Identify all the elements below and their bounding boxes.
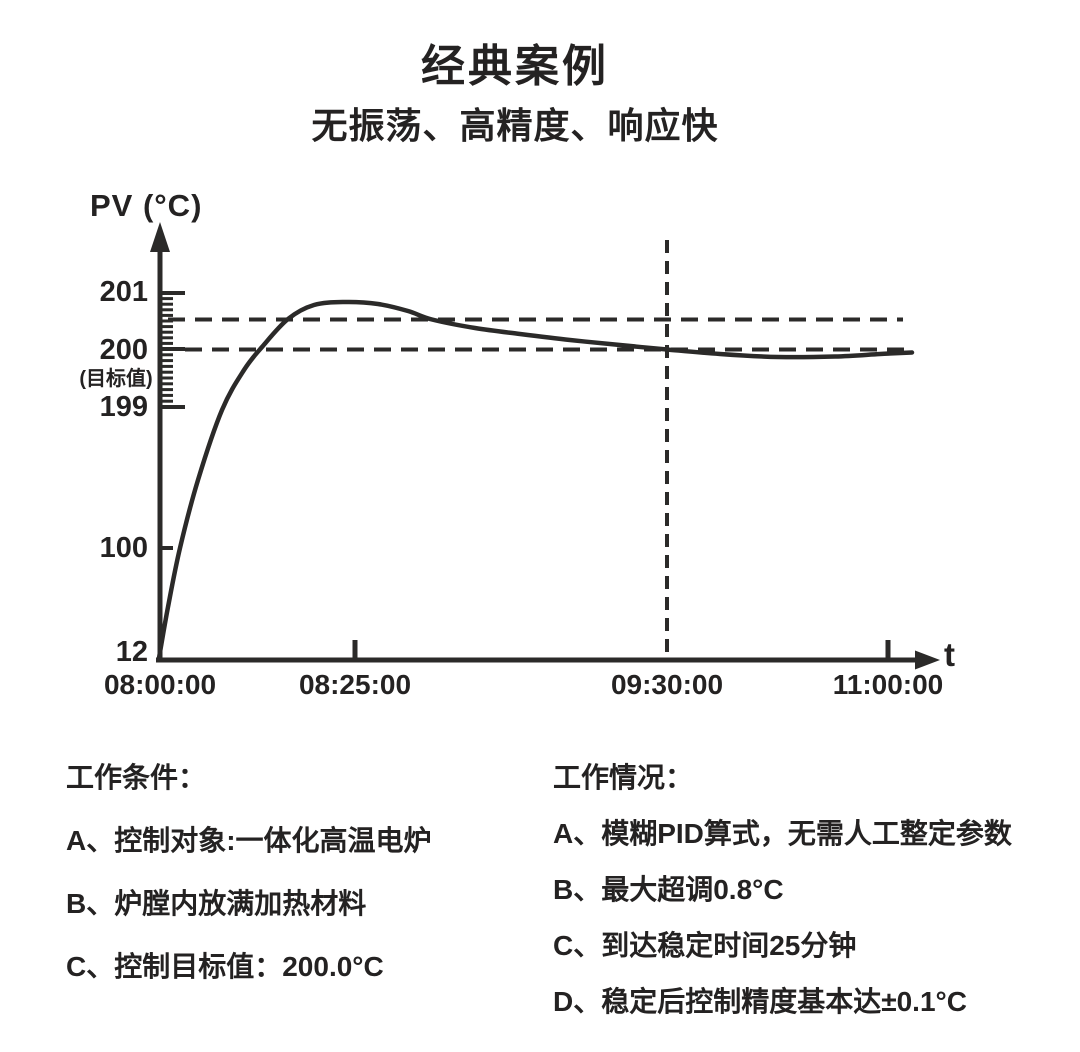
working-results-section: 工作情况： A、模糊PID算式，无需人工整定参数 B、最大超调0.8°C C、到…	[553, 760, 1012, 1020]
result-item-c: C、到达稳定时间25分钟	[553, 930, 857, 961]
x-tick-label-0825: 08:25:00	[298, 669, 412, 700]
y-axis-label: PV (°C)	[90, 188, 203, 223]
x-axis-label: t	[944, 636, 955, 673]
condition-item-a: A、控制对象:一体化高温电炉	[66, 825, 432, 856]
y-tick-label-100: 100	[99, 532, 148, 564]
x-axis-arrow-icon	[915, 650, 940, 670]
page-subtitle: 无振荡、高精度、响应快	[311, 105, 719, 146]
target-value-label: (目标值)	[79, 368, 153, 390]
pv-curve	[156, 299, 915, 661]
x-tick-label-0930: 09:30:00	[610, 669, 724, 700]
x-tick-label-0800: 08:00:00	[103, 669, 217, 700]
page-title: 经典案例	[421, 42, 609, 91]
result-item-b: B、最大超调0.8°C	[553, 874, 784, 905]
working-conditions-section: 工作条件： A、控制对象:一体化高温电炉 B、炉膛内放满加热材料 C、控制目标值…	[66, 760, 432, 985]
y-tick-label-201: 201	[99, 276, 148, 308]
result-item-d: D、稳定后控制精度基本达±0.1°C	[553, 986, 967, 1017]
y-axis-arrow-icon	[150, 222, 170, 252]
working-results-header: 工作情况：	[553, 762, 694, 793]
y-tick-label-199: 199	[99, 391, 148, 423]
condition-item-b: B、炉膛内放满加热材料	[66, 888, 367, 919]
condition-item-c: C、控制目标值：200.0°C	[66, 951, 384, 982]
result-item-a: A、模糊PID算式，无需人工整定参数	[553, 818, 1012, 849]
working-conditions-header: 工作条件：	[66, 762, 207, 793]
y-tick-label-200: 200	[99, 334, 148, 366]
y-tick-label-12: 12	[115, 636, 148, 668]
x-tick-label-1100: 11:00:00	[832, 669, 944, 700]
